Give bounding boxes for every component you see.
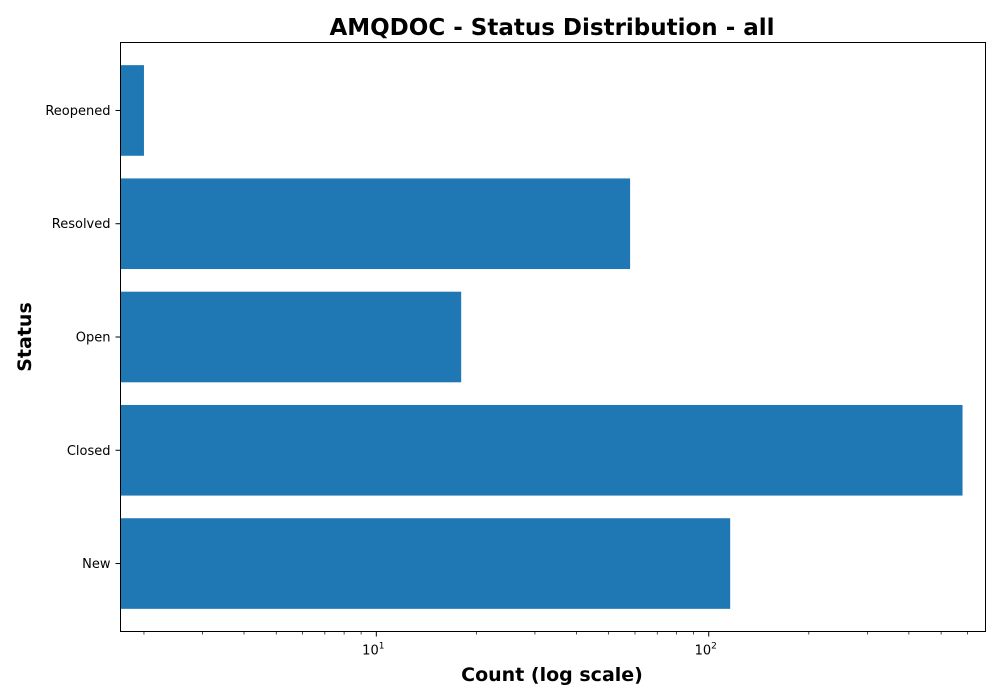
x-tick-label: 101 [362,642,384,659]
bar-new [120,518,731,609]
chart-title: AMQDOC - Status Distribution - all [329,15,774,41]
y-axis-ticks: New Closed Open Resolved Reopened [45,104,121,572]
y-tick-label-new: New [82,557,111,572]
y-tick-label-reopened: Reopened [45,104,110,119]
x-axis-ticks: 101 102 [143,631,968,659]
bar-open [120,291,462,383]
bar-closed [120,404,963,496]
bar-reopened [120,65,144,156]
bars [120,65,963,609]
y-tick-label-closed: Closed [67,444,111,459]
x-tick-label: 102 [695,642,717,659]
plot-frame [120,42,986,632]
y-tick-label-open: Open [76,331,111,346]
bar-resolved [120,178,631,270]
y-axis-label: Status [14,302,36,372]
x-axis-label: Count (log scale) [461,664,643,686]
y-tick-label-resolved: Resolved [52,217,111,232]
